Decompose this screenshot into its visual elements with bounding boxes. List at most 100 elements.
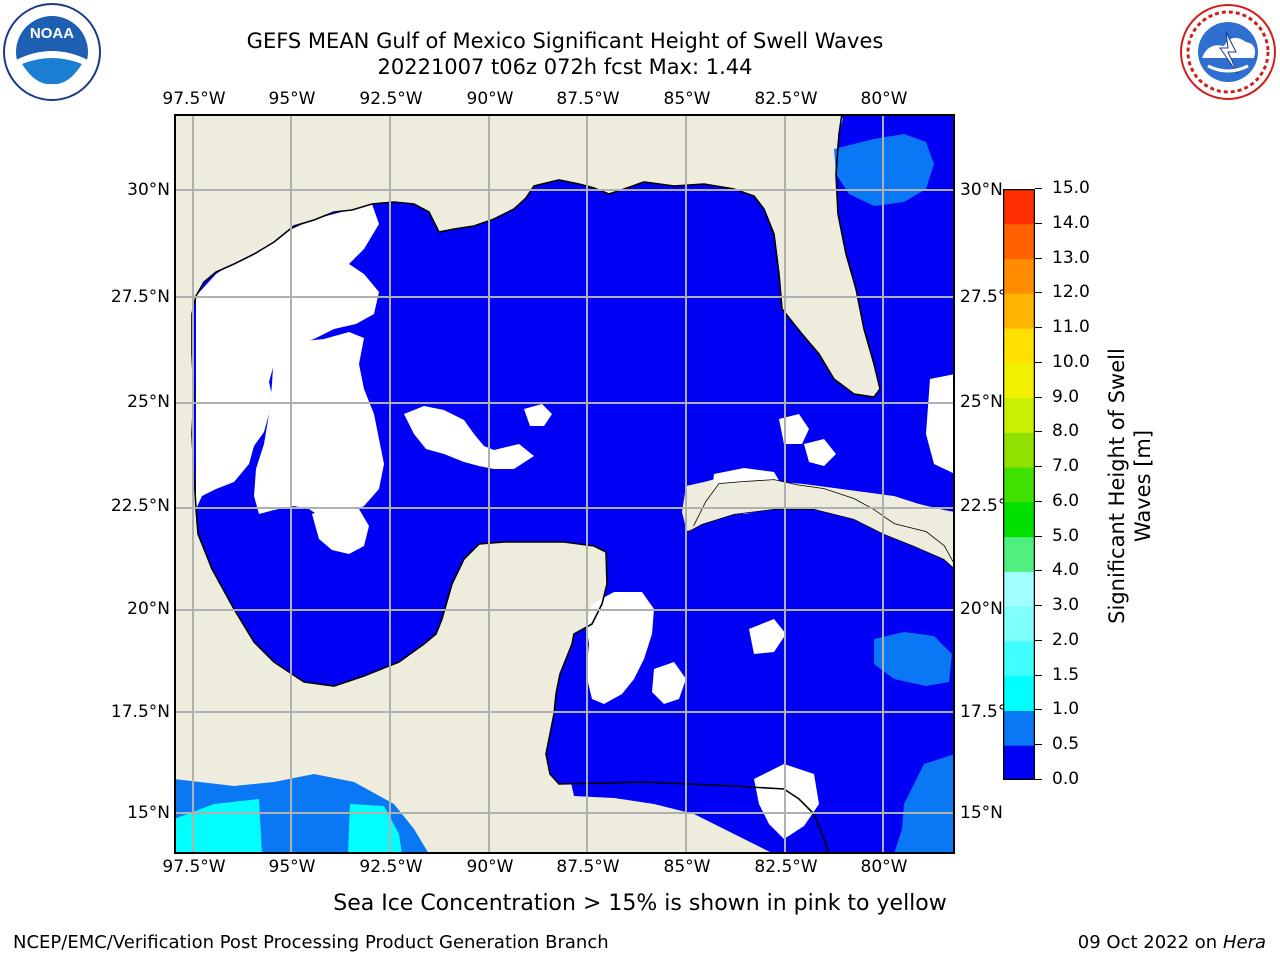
colorbar-tick-mark	[1035, 639, 1042, 641]
lat-tick-right-3: 25°N	[960, 392, 1003, 412]
colorbar-tick-label: 8.0	[1052, 421, 1080, 442]
noaa-logo-text: NOAA	[30, 25, 74, 42]
nws-logo	[1178, 2, 1278, 102]
sea-ice-caption: Sea Ice Concentration > 15% is shown in …	[333, 891, 947, 916]
colorbar-tick-label: 0.0	[1052, 769, 1080, 789]
colorbar-tick-label: 3.0	[1052, 595, 1080, 616]
colorbar-band	[1003, 432, 1035, 468]
noaa-logo: NOAA	[2, 2, 102, 102]
lon-tick-top-5: 87.5°W	[556, 89, 620, 109]
white-area-yucatan-2	[652, 662, 686, 704]
lat-tick-left-3: 25°N	[127, 392, 170, 412]
colorbar-band	[1003, 328, 1035, 364]
chart-subtitle: 20221007 t06z 072h fcst Max: 1.44	[377, 55, 753, 79]
colorbar-tick-label: 12.0	[1052, 282, 1090, 303]
white-area-west-2	[254, 332, 384, 519]
colorbar-tick-mark	[1035, 500, 1042, 502]
colorbar-band	[1003, 710, 1035, 746]
lon-tick-bottom-8: 80°W	[860, 857, 908, 877]
lon-tick-bottom-5: 87.5°W	[556, 857, 620, 877]
lon-tick-top-4: 90°W	[466, 89, 514, 109]
lon-tick-bottom-7: 82.5°W	[754, 857, 818, 877]
colorbar-tick-label: 4.0	[1052, 560, 1080, 581]
colorbar-tick-label: 11.0	[1052, 317, 1090, 338]
lon-tick-top-1: 97.5°W	[162, 89, 226, 109]
lon-tick-top-7: 82.5°W	[754, 89, 818, 109]
colorbar-tick-label: 0.5	[1052, 734, 1080, 755]
white-area-mexico-coast	[312, 506, 369, 554]
lon-tick-bottom-2: 95°W	[268, 857, 316, 877]
lat-tick-left-5: 20°N	[127, 599, 170, 619]
colorbar-tick-mark	[1035, 744, 1042, 746]
white-area-central	[404, 406, 534, 469]
footer-date: 09 Oct 2022 on Hera	[1078, 932, 1266, 953]
colorbar-tick-mark	[1035, 674, 1042, 676]
colorbar-tick-mark	[1035, 327, 1042, 329]
colorbar-tick-label: 14.0	[1052, 212, 1090, 233]
colorbar-tick-mark	[1035, 396, 1042, 398]
footer-date-text: 09 Oct 2022 on	[1077, 932, 1223, 953]
white-area-se-caribbean	[749, 619, 786, 654]
cuba-land	[687, 480, 955, 569]
white-area-keys	[779, 414, 809, 444]
swell-patch-10-b	[348, 804, 402, 854]
lat-tick-left-4: 22.5°N	[110, 496, 170, 516]
colorbar-tick-mark	[1035, 709, 1042, 711]
colorbar-tick-mark	[1035, 292, 1042, 294]
footer-branch: NCEP/EMC/Verification Post Processing Pr…	[13, 932, 609, 953]
colorbar-tick-label: 2.0	[1052, 629, 1080, 650]
colorbar-band	[1003, 536, 1035, 572]
colorbar-band	[1003, 640, 1035, 677]
lon-tick-bottom-1: 97.5°W	[162, 857, 226, 877]
colorbar-tick-label: 15.0	[1052, 178, 1090, 198]
lat-tick-left-6: 17.5°N	[110, 702, 170, 722]
lat-tick-left-1: 30°N	[127, 180, 170, 200]
lat-tick-right-7: 15°N	[960, 803, 1003, 823]
lat-tick-left-7: 15°N	[127, 803, 170, 823]
white-area-keys-2	[804, 439, 836, 466]
colorbar-band	[1003, 675, 1035, 711]
colorbar-band	[1003, 571, 1035, 607]
chart-title: GEFS MEAN Gulf of Mexico Significant Hei…	[246, 29, 884, 53]
colorbar-band	[1003, 362, 1035, 399]
footer-host: Hera	[1222, 932, 1266, 953]
colorbar-band	[1003, 189, 1035, 225]
colorbar-band	[1003, 397, 1035, 433]
colorbar-tick-label: 7.0	[1052, 456, 1080, 477]
colorbar-tick-mark	[1035, 779, 1042, 780]
white-area-west	[196, 204, 379, 509]
colorbar-tick-mark	[1035, 466, 1042, 468]
colorbar-band	[1003, 745, 1035, 781]
colorbar-tick-label: 1.0	[1052, 699, 1080, 720]
colorbar-tick-mark	[1035, 605, 1042, 607]
lon-tick-top-6: 85°W	[663, 89, 711, 109]
colorbar-band	[1003, 258, 1035, 294]
swell-patch-05-southeast	[894, 754, 955, 854]
swell-patch-05-east	[874, 632, 952, 686]
colorbar-tick-label: 5.0	[1052, 525, 1080, 546]
lon-tick-bottom-3: 92.5°W	[359, 857, 423, 877]
lon-tick-top-8: 80°W	[860, 89, 908, 109]
colorbar-tick-mark	[1035, 535, 1042, 537]
lat-tick-right-1: 30°N	[960, 180, 1003, 200]
white-area-east	[926, 374, 955, 474]
colorbar-tick-label: 1.5	[1052, 664, 1080, 685]
colorbar-band	[1003, 467, 1035, 503]
lon-tick-bottom-4: 90°W	[466, 857, 514, 877]
graticule	[174, 114, 955, 854]
colorbar-tick-mark	[1035, 431, 1042, 433]
colorbar-tick-label: 10.0	[1052, 351, 1090, 372]
colorbar-tick-mark	[1035, 257, 1042, 259]
white-area-honduras-coast	[754, 764, 819, 839]
colorbar-tick-label: 13.0	[1052, 247, 1090, 268]
colorbar-band	[1003, 293, 1035, 329]
colorbar-tick-label: 6.0	[1052, 490, 1080, 511]
coastline-north	[191, 113, 881, 510]
white-area-yucatan	[586, 592, 654, 704]
colorbar-tick-mark	[1035, 361, 1042, 363]
map-frame	[174, 113, 956, 855]
colorbar-tick-mark	[1035, 570, 1042, 572]
colorbar	[1002, 188, 1036, 781]
lat-tick-left-2: 27.5°N	[110, 287, 170, 307]
colorbar-band	[1003, 223, 1035, 260]
